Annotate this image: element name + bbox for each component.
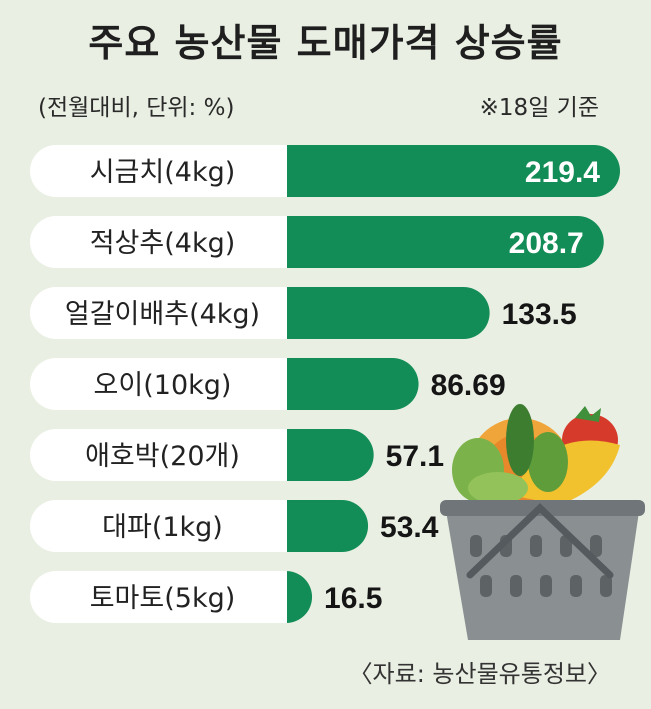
chart-subtitle: (전월대비, 단위: %) <box>38 95 235 121</box>
bar <box>287 500 369 552</box>
category-label: 시금치(4kg) <box>90 157 236 188</box>
value-label: 57.1 <box>386 440 444 473</box>
data-source: 〈자료: 농산물유통정보〉 <box>348 660 611 688</box>
bar <box>287 287 490 339</box>
bar <box>287 145 620 197</box>
bar <box>287 358 419 410</box>
category-label: 얼갈이배추(4kg) <box>65 299 260 330</box>
bar <box>287 216 604 268</box>
chart-title: 주요 농산물 도매가격 상승률 <box>88 21 563 65</box>
category-pill <box>30 145 287 197</box>
date-note: ※18일 기준 <box>479 95 599 121</box>
category-pill <box>30 429 287 481</box>
category-pill <box>30 500 287 552</box>
category-label: 애호박(20개) <box>85 441 240 472</box>
value-label: 219.4 <box>525 156 600 189</box>
value-label: 86.69 <box>431 369 506 402</box>
vegetable-basket-illustration <box>440 404 645 640</box>
category-pill <box>30 287 287 339</box>
category-pill <box>30 571 287 623</box>
value-label: 133.5 <box>502 298 577 331</box>
category-label: 적상추(4kg) <box>90 228 236 259</box>
value-label: 208.7 <box>509 227 584 260</box>
category-label: 오이(10kg) <box>94 370 232 401</box>
bar <box>287 429 374 481</box>
category-label: 토마토(5kg) <box>90 583 236 614</box>
bar <box>286 571 313 623</box>
category-pill <box>30 358 287 410</box>
value-label: 16.5 <box>324 582 382 615</box>
category-pill <box>30 216 287 268</box>
value-label: 53.4 <box>380 511 439 544</box>
category-label: 대파(1kg) <box>102 512 223 543</box>
bars-layer: 시금치(4kg) 219.4 적상추(4kg) 208.7 얼갈이배추(4kg) 133.… <box>30 145 620 623</box>
